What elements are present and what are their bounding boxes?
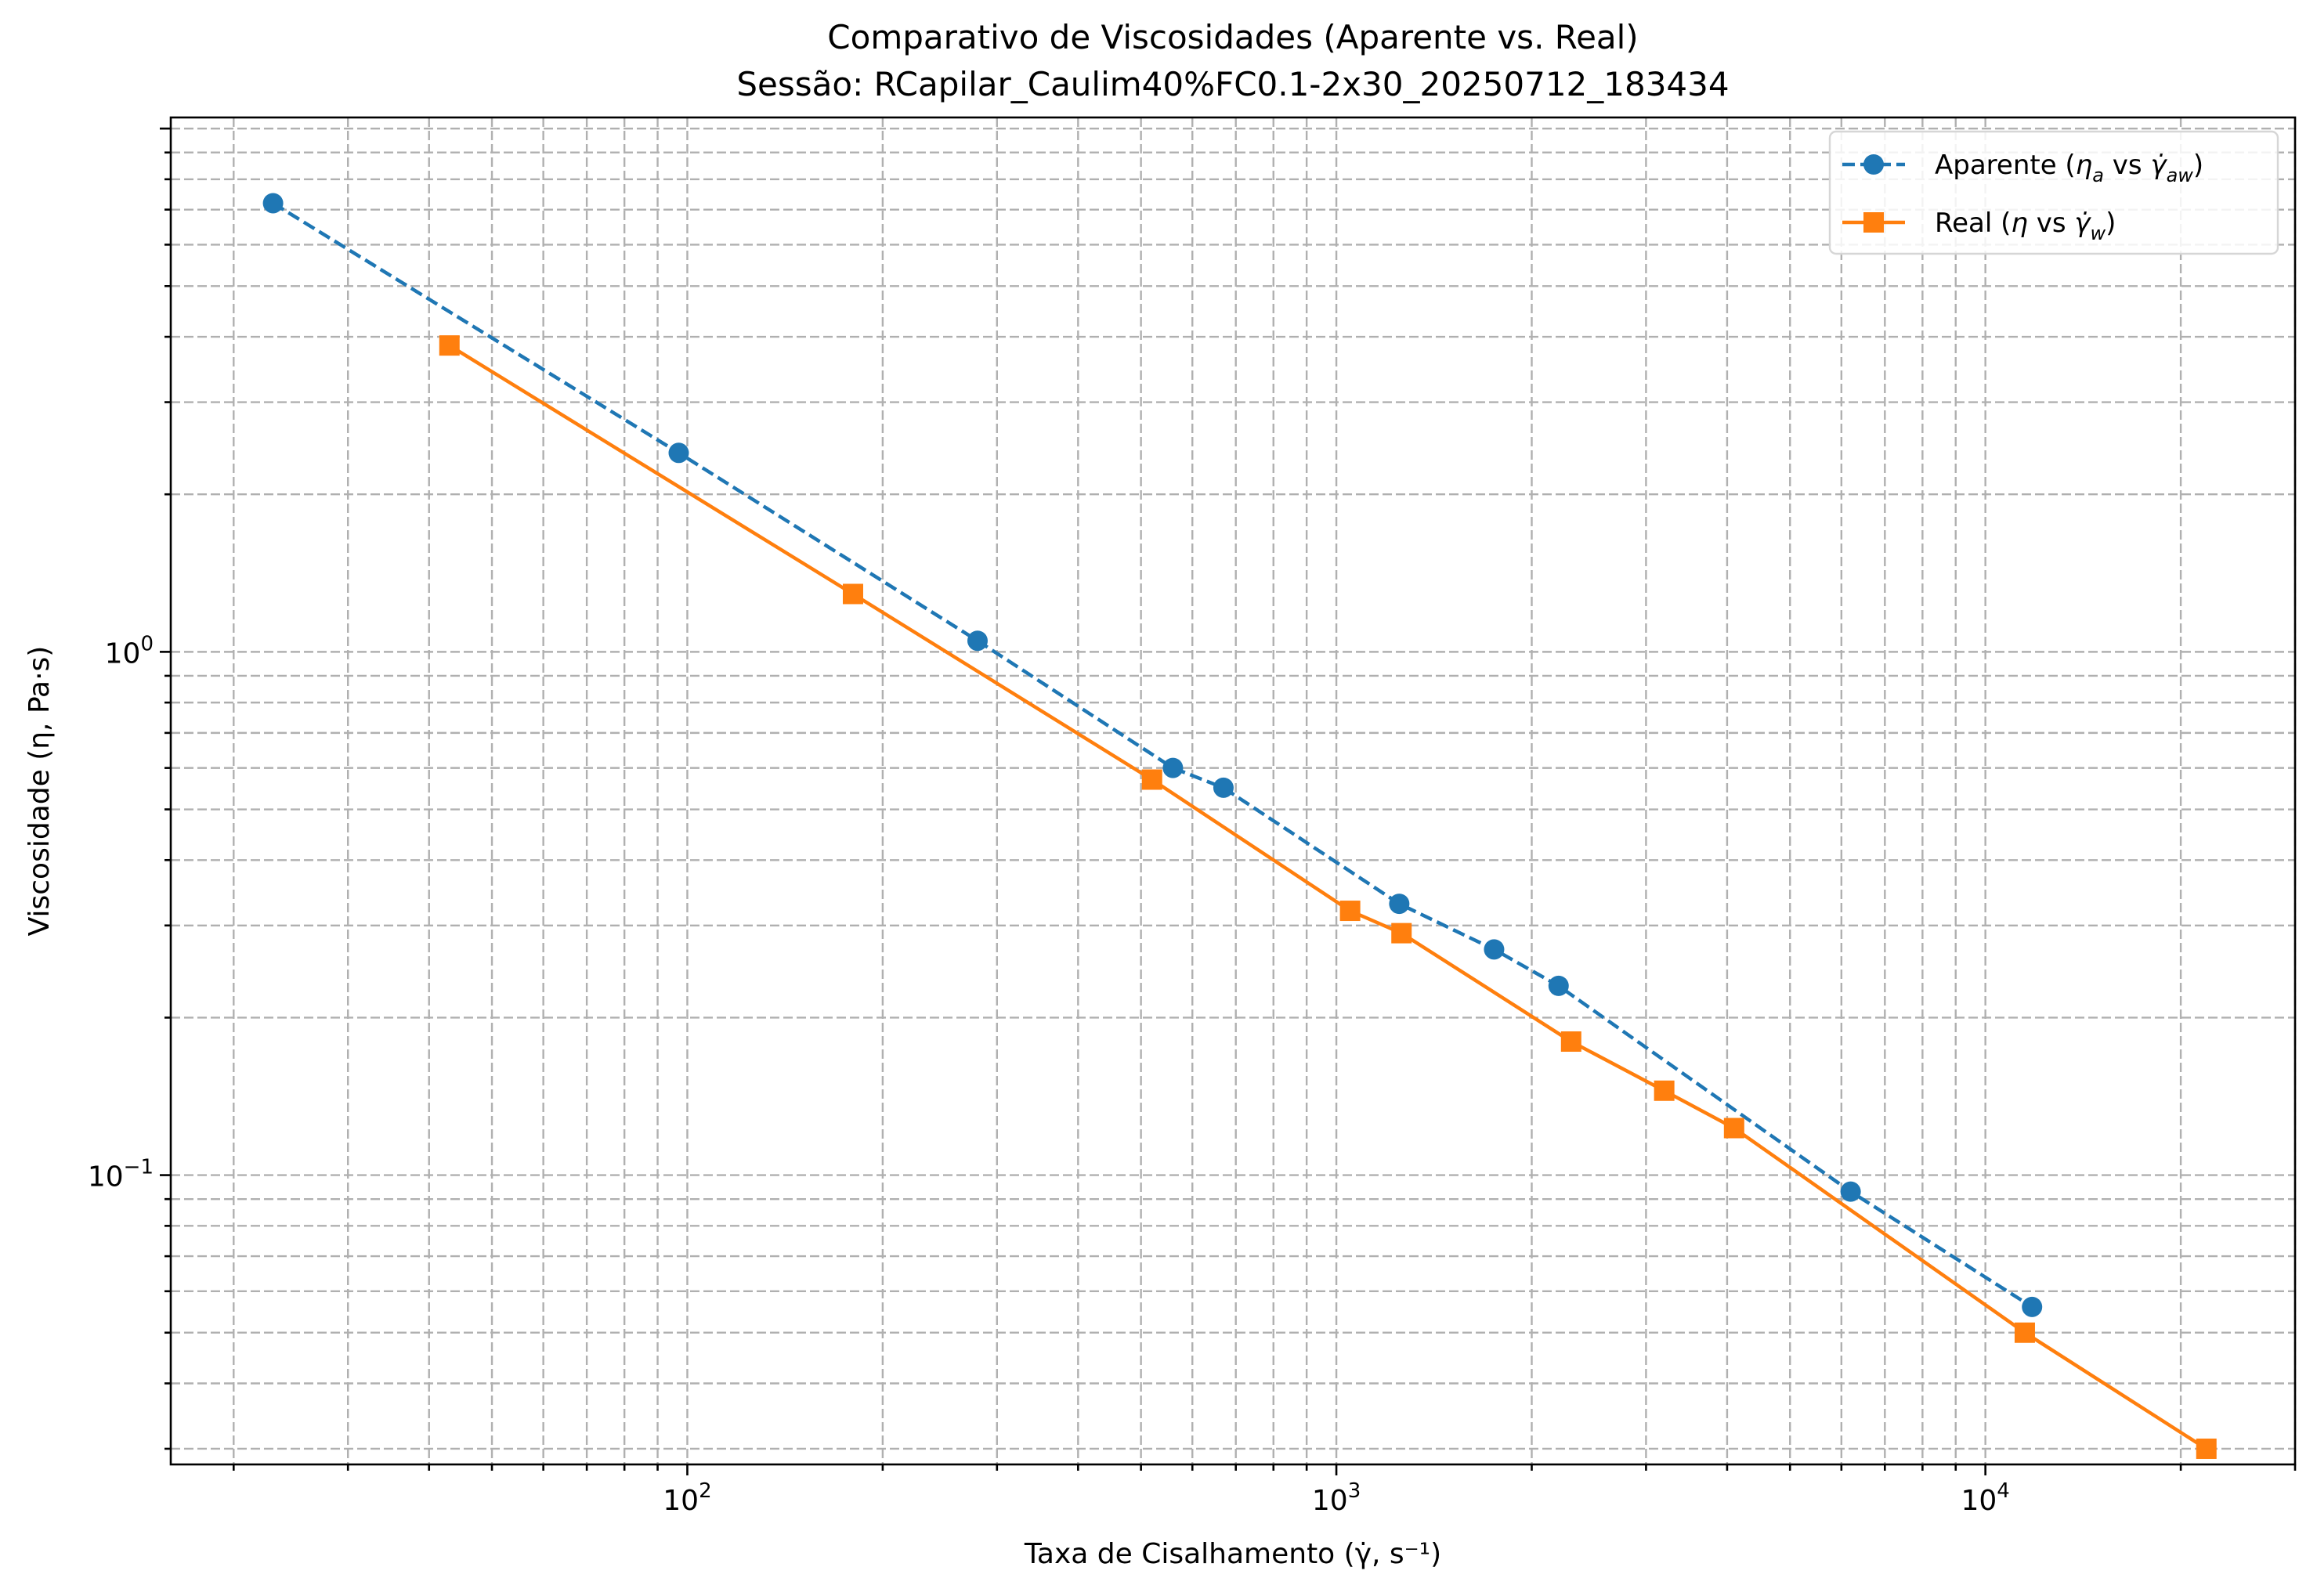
legend-marker: [1863, 154, 1884, 175]
legend-item: Real (η vs γ̇w): [1842, 208, 2116, 244]
data-point: [262, 193, 284, 214]
data-point: [1339, 901, 1361, 922]
grid-layer: [171, 117, 2297, 1464]
tick-layer: 102 103 104 10−1 100: [88, 127, 2297, 1517]
series-real: [439, 335, 2217, 1459]
data-point: [2196, 1438, 2217, 1459]
legend-box: [1828, 130, 2279, 255]
data-point: [1654, 1080, 1675, 1101]
series-layer: [262, 193, 2217, 1459]
chart-subtitle: Sessão: RCapilar_Caulim40%FC0.1-2x30_202…: [736, 65, 1729, 103]
data-point: [1560, 1031, 1581, 1053]
chart-title: Comparativo de Viscosidades (Aparente vs…: [827, 18, 1638, 56]
data-point: [668, 442, 689, 464]
data-point: [1391, 923, 1412, 944]
data-point: [842, 583, 863, 605]
legend: Aparente (ηa vs γ̇aw) Real (η vs γ̇w): [1828, 130, 2279, 255]
data-point: [1213, 777, 1234, 798]
series-line: [272, 201, 2033, 1309]
y-tick-label: 10−1: [88, 1156, 154, 1193]
data-point: [1548, 975, 1569, 996]
series-aparente: [262, 193, 2043, 1317]
data-point: [1389, 894, 1410, 915]
data-point: [967, 630, 988, 652]
x-axis-label: Taxa de Cisalhamento (γ̇, s⁻¹): [1024, 1538, 1441, 1570]
data-point: [439, 335, 460, 356]
data-point: [2014, 1322, 2035, 1343]
y-tick-label: 100: [105, 632, 154, 670]
data-point: [1162, 757, 1184, 778]
plot-frame: [169, 116, 2297, 1466]
legend-label: Real (η vs γ̇w): [1935, 208, 2116, 244]
data-point: [1141, 769, 1162, 790]
data-point: [1840, 1181, 1861, 1202]
x-tick-label: 103: [1312, 1479, 1361, 1517]
legend-marker: [1863, 212, 1884, 233]
legend-label: Aparente (ηa vs γ̇aw): [1935, 150, 2203, 186]
data-point: [1484, 939, 1505, 960]
y-axis-label: Viscosidade (η, Pa·s): [23, 646, 56, 937]
x-tick-label: 104: [1961, 1479, 2009, 1517]
legend-item: Aparente (ηa vs γ̇aw): [1842, 150, 2203, 186]
data-point: [2022, 1296, 2043, 1317]
series-line: [448, 344, 2207, 1450]
data-point: [1723, 1118, 1744, 1139]
x-tick-label: 102: [663, 1479, 711, 1517]
